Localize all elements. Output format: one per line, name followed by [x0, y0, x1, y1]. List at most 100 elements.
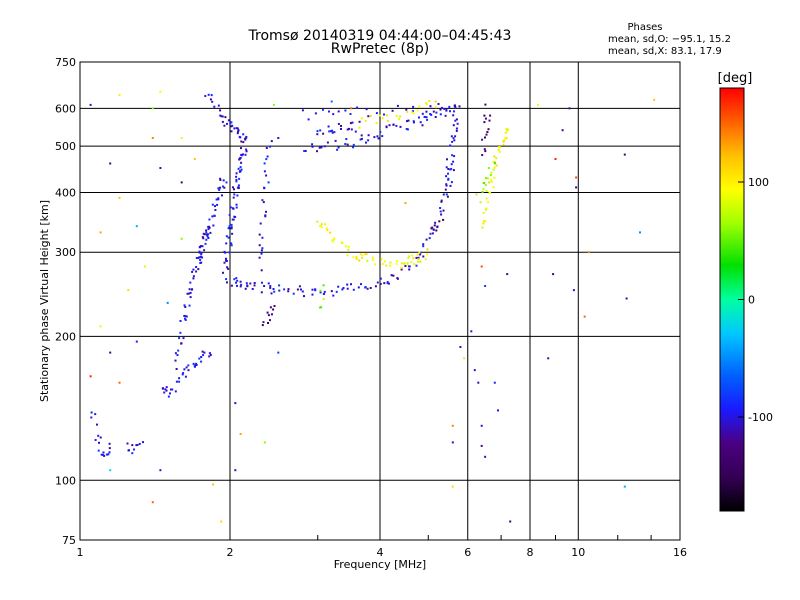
data-point — [328, 110, 330, 113]
colorbar-ticks: 100 0 -100 — [738, 176, 773, 424]
data-point — [485, 177, 487, 180]
data-point — [311, 145, 314, 148]
data-point — [335, 290, 338, 293]
data-point — [292, 292, 295, 295]
data-point — [220, 115, 223, 118]
data-point — [323, 145, 326, 148]
data-point — [230, 284, 233, 287]
data-point — [237, 167, 240, 170]
data-point — [233, 127, 236, 130]
data-point — [239, 166, 242, 169]
data-point — [342, 287, 345, 289]
data-point — [253, 282, 256, 284]
data-point — [185, 366, 188, 369]
data-point — [142, 441, 144, 444]
data-point — [358, 259, 361, 262]
data-point — [360, 137, 363, 140]
data-point — [493, 162, 496, 165]
data-point — [174, 390, 177, 393]
data-point — [372, 259, 375, 261]
data-point — [407, 119, 410, 122]
colorbar-tick-label: 0 — [748, 294, 755, 307]
data-point — [108, 451, 111, 454]
data-point — [90, 416, 93, 419]
data-point — [296, 288, 299, 291]
data-point — [318, 146, 321, 149]
data-point — [195, 362, 198, 365]
data-point — [408, 255, 411, 258]
data-point — [225, 259, 227, 262]
data-point — [319, 129, 322, 132]
data-point — [244, 153, 247, 156]
data-point — [221, 194, 223, 197]
y-tick-label: 100 — [55, 474, 76, 487]
data-point — [405, 128, 408, 130]
data-point — [473, 369, 476, 372]
data-point — [449, 184, 452, 187]
data-point — [415, 264, 418, 267]
data-point — [183, 314, 186, 317]
data-point — [261, 199, 264, 202]
data-point — [361, 257, 363, 259]
data-point — [230, 244, 233, 247]
data-point — [138, 442, 141, 445]
data-point — [451, 154, 454, 157]
data-point — [568, 107, 571, 110]
data-point — [483, 182, 486, 185]
data-point — [202, 237, 205, 240]
data-point — [234, 402, 237, 405]
data-point — [482, 188, 485, 191]
data-point — [265, 158, 268, 161]
data-point — [236, 132, 239, 135]
data-point — [203, 351, 206, 354]
data-point — [490, 178, 492, 181]
data-point — [245, 282, 248, 285]
data-point — [374, 263, 376, 266]
data-point — [267, 282, 270, 285]
data-point — [396, 260, 398, 263]
data-point — [575, 186, 578, 189]
data-point — [191, 270, 194, 273]
data-point — [449, 144, 452, 147]
data-point — [332, 240, 335, 243]
data-point — [506, 273, 509, 276]
data-point — [225, 242, 228, 245]
data-point — [434, 116, 437, 118]
data-point — [346, 143, 349, 146]
y-tick-label: 400 — [55, 186, 76, 199]
data-point — [187, 292, 190, 295]
data-point — [451, 140, 454, 143]
data-point — [480, 424, 483, 427]
data-point — [399, 115, 402, 118]
data-point — [189, 281, 192, 284]
data-point — [451, 424, 454, 427]
data-point — [503, 139, 506, 142]
data-point — [242, 141, 245, 144]
data-point — [475, 193, 478, 196]
data-point — [404, 265, 407, 267]
data-point — [226, 281, 228, 284]
data-point — [444, 114, 447, 117]
data-point — [492, 161, 495, 163]
y-tick-label: 300 — [55, 246, 76, 259]
data-point — [385, 126, 388, 129]
data-point — [587, 251, 590, 254]
data-point — [386, 120, 389, 123]
data-point — [180, 237, 183, 240]
data-point — [240, 161, 243, 164]
x-axis-label: Frequency [MHz] — [334, 558, 426, 571]
data-point — [412, 105, 415, 108]
data-point — [261, 281, 263, 284]
data-point — [346, 283, 349, 286]
data-point — [552, 273, 555, 276]
data-point — [319, 224, 322, 227]
data-point — [411, 110, 414, 113]
data-point — [350, 128, 353, 131]
data-point — [230, 121, 233, 124]
data-point — [488, 119, 491, 122]
data-point — [369, 287, 372, 289]
data-point — [357, 286, 360, 289]
data-point — [405, 108, 408, 111]
data-point — [337, 285, 340, 288]
data-point — [359, 253, 362, 256]
